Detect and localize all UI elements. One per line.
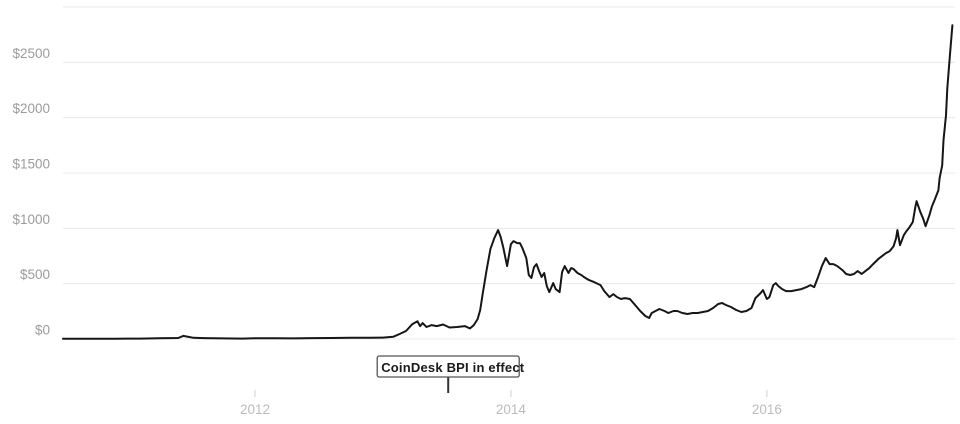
x-axis-label: 2016 <box>752 402 782 417</box>
y-axis-label: $2500 <box>12 46 50 61</box>
annotation-label: CoinDesk BPI in effect <box>381 360 525 375</box>
y-axis-label: $1000 <box>12 212 50 227</box>
price-line <box>62 24 954 340</box>
x-axis-label: 2012 <box>240 402 270 417</box>
y-axis-label: $0 <box>35 323 50 338</box>
y-axis-label: $1500 <box>12 157 50 172</box>
annotation-box <box>376 355 520 378</box>
x-axis-label: 2014 <box>496 402 527 417</box>
y-axis-label: $2000 <box>12 101 50 116</box>
y-axis-label: $500 <box>20 267 50 282</box>
